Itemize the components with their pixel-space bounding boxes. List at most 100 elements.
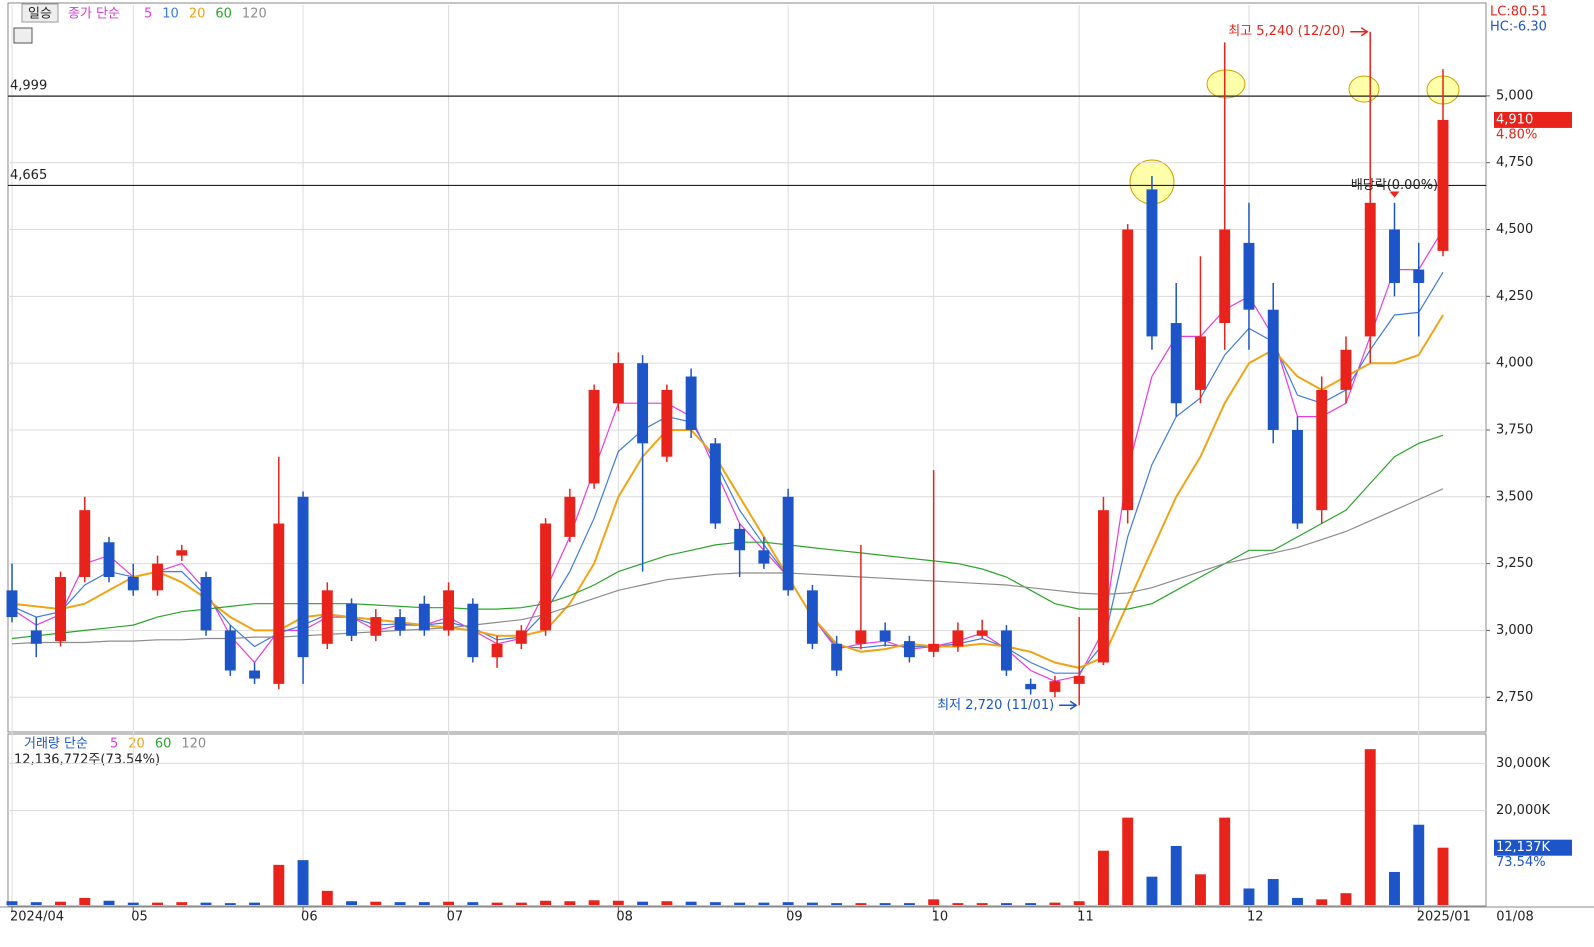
candle-body — [1364, 202, 1376, 337]
ma-legend-title: 종가 단순 — [68, 7, 120, 22]
volume-bar — [612, 900, 624, 905]
candle-body — [1219, 229, 1231, 324]
annotation: 최저 2,720 (11/01) — [937, 698, 1054, 713]
volume-bar — [1437, 847, 1449, 905]
moving-average — [11, 229, 1444, 682]
volume-bar — [540, 900, 552, 905]
highlight-circle — [1348, 75, 1380, 103]
x-tick-label: 2025/01 — [1417, 910, 1471, 925]
x-tick-label: 05 — [131, 910, 148, 925]
y-tick-label: 4,250 — [1496, 289, 1533, 304]
volume-panel — [7, 733, 1487, 907]
x-tick-label: 09 — [786, 910, 803, 925]
candle-body — [1413, 269, 1425, 283]
indicator-lc: LC:80.51 — [1490, 5, 1548, 20]
ma-legend-item: 60 — [215, 7, 232, 22]
volume-bar — [855, 903, 867, 905]
candle-body — [637, 363, 649, 444]
candle-body — [1000, 630, 1012, 671]
candle-body — [1170, 323, 1182, 404]
volume-bar — [200, 902, 212, 905]
x-tick-label: 06 — [301, 910, 318, 925]
volume-bar — [1073, 901, 1085, 905]
volume-bar — [588, 900, 600, 905]
volume-bar — [1340, 893, 1352, 905]
annotation-arrow — [1389, 191, 1400, 198]
candle-body — [273, 523, 285, 684]
volume-bar — [782, 902, 794, 905]
ma-legend-item: 20 — [189, 7, 206, 22]
price-panel — [7, 2, 1487, 733]
volume-bar — [1292, 897, 1303, 905]
volume-bar — [1025, 903, 1037, 905]
volume-legend-item: 120 — [181, 737, 206, 752]
volume-bar — [637, 901, 649, 905]
price-tag — [1494, 111, 1572, 128]
volume-bar — [297, 860, 309, 905]
candle-body — [1049, 681, 1061, 692]
candle-body — [1195, 336, 1206, 390]
candle-body — [1097, 510, 1109, 663]
price-tag-label: 4,910 — [1496, 112, 1533, 127]
x-tick-label: 2024/04 — [10, 910, 64, 925]
candle-body — [30, 630, 42, 644]
volume-bar — [515, 902, 527, 905]
candle-body — [952, 630, 964, 647]
level-label: 4,999 — [10, 79, 47, 94]
y-tick-label: 4,000 — [1496, 356, 1533, 371]
volume-bar — [685, 901, 697, 905]
candle-body — [55, 576, 66, 642]
volume-bar — [976, 903, 988, 905]
volume-bar — [806, 902, 818, 905]
moving-average — [11, 434, 1444, 640]
volume-bar — [30, 902, 42, 905]
volume-legend-item: 20 — [128, 737, 145, 752]
x-tick-label: 12 — [1247, 910, 1264, 925]
moving-average — [11, 271, 1444, 674]
volume-bar — [55, 901, 66, 905]
candle-body — [515, 630, 527, 644]
volume-bar — [152, 902, 163, 905]
y-tick-label: 20,000K — [1496, 803, 1550, 818]
volume-bar — [1000, 903, 1012, 905]
candle-body — [1292, 429, 1303, 524]
x-tick-label: 07 — [447, 910, 464, 925]
candle-body — [176, 550, 188, 556]
period-label[interactable]: 일승 — [28, 7, 52, 22]
y-tick-label: 3,500 — [1496, 489, 1533, 504]
volume-bar — [831, 903, 843, 905]
table-icon[interactable] — [13, 27, 33, 44]
period-button[interactable] — [21, 3, 59, 23]
y-tick-label: 4,500 — [1496, 222, 1533, 237]
candle-body — [1316, 389, 1328, 511]
candle-body — [200, 576, 212, 631]
candle-body — [564, 496, 576, 537]
y-tick-label: 3,000 — [1496, 623, 1533, 638]
candle-body — [685, 376, 697, 430]
x-end-label: 01/08 — [1496, 910, 1533, 925]
volume-bar — [443, 901, 455, 905]
candle-body — [758, 550, 770, 564]
y-tick-label: 30,000K — [1496, 756, 1550, 771]
volume-bar — [952, 903, 964, 905]
candle-body — [976, 630, 988, 636]
candle-body — [297, 496, 309, 658]
candle-body — [588, 389, 600, 484]
volume-bar — [1364, 749, 1376, 905]
volume-bar — [1097, 850, 1109, 905]
volume-bar — [661, 901, 673, 905]
candle-body — [709, 443, 721, 524]
candle-body — [370, 617, 382, 636]
volume-bar — [734, 902, 746, 905]
volume-bar — [79, 897, 91, 905]
candle-body — [152, 563, 163, 591]
volume-ratio: 73.54% — [1496, 855, 1546, 870]
candle-body — [855, 630, 867, 644]
annotation: 배당락(0.00%) — [1351, 178, 1438, 193]
annotation-arrow — [1059, 700, 1078, 710]
moving-average — [11, 314, 1444, 669]
candle-body — [661, 389, 673, 457]
volume-legend-item: 60 — [155, 737, 172, 752]
